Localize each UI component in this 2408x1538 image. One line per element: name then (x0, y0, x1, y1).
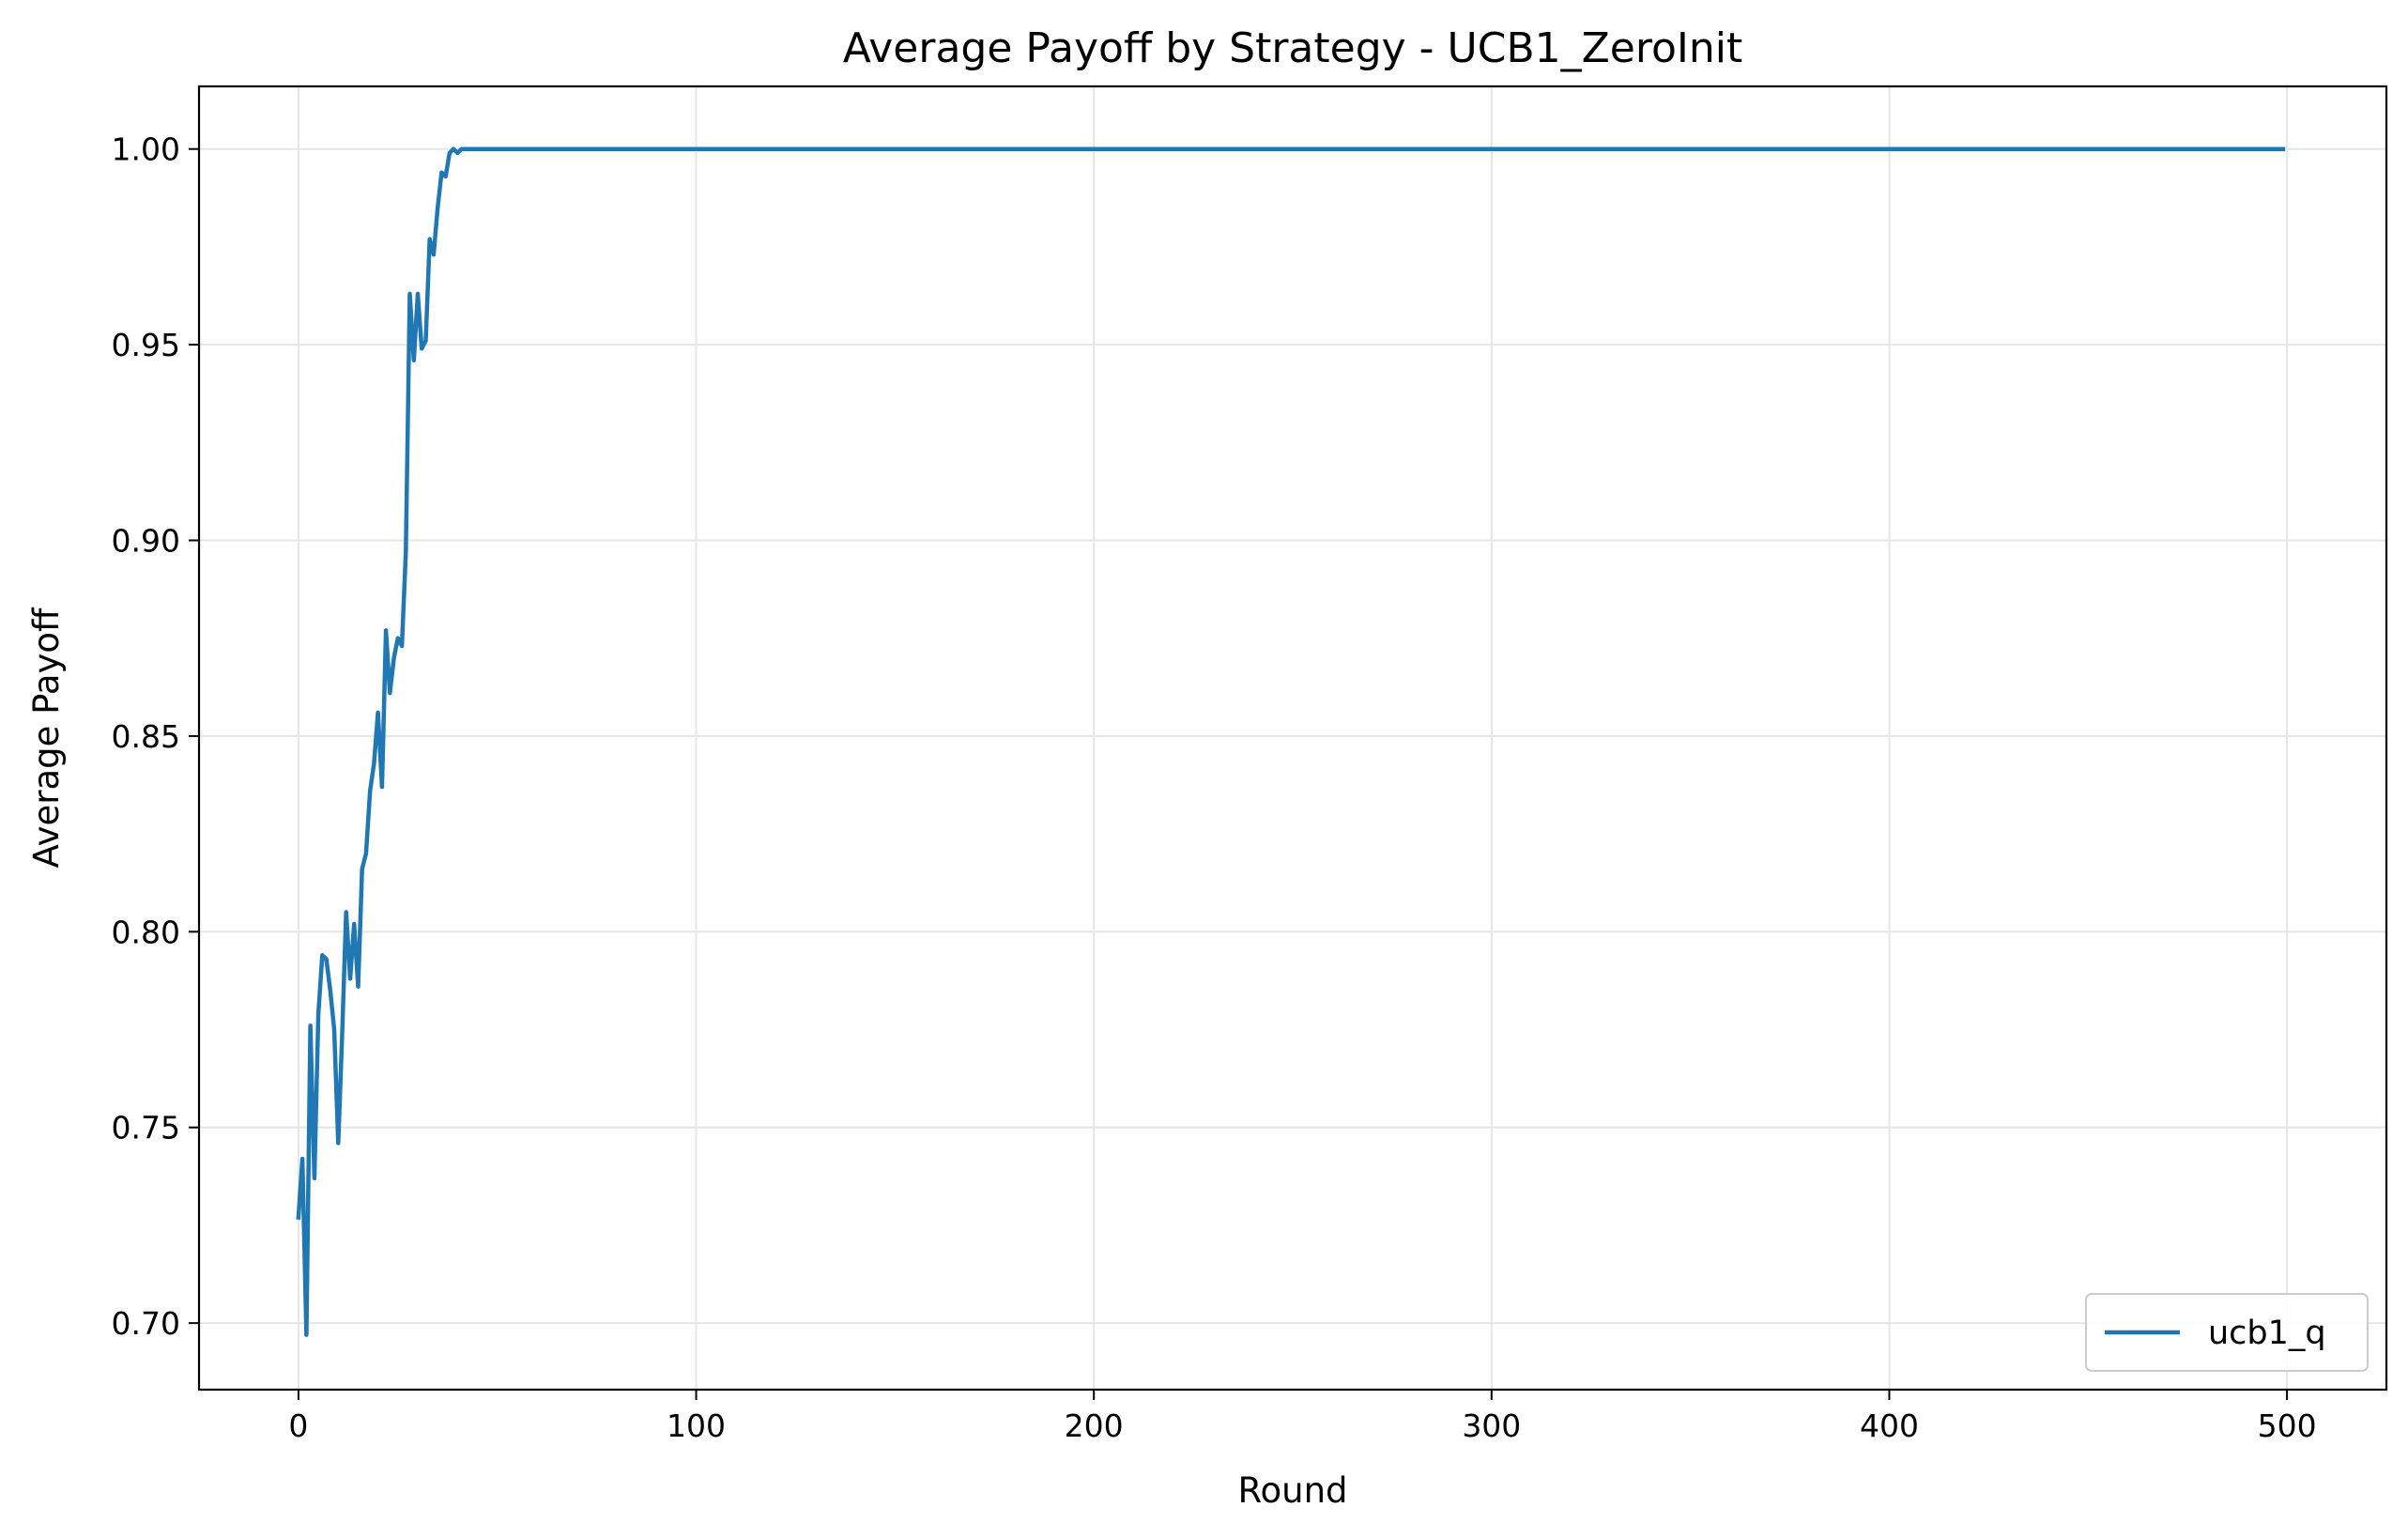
x-tick-label: 400 (1860, 1407, 1919, 1444)
x-axis-label: Round (1237, 1470, 1347, 1511)
y-tick-label: 0.80 (112, 914, 180, 950)
plot-frame (197, 85, 2388, 1392)
y-tick-label: 0.85 (112, 718, 180, 755)
y-tick-label: 0.75 (112, 1110, 180, 1146)
y-tick-label: 0.70 (112, 1305, 180, 1342)
y-axis-ticks: 0.70 0.75 0.80 0.85 0.90 0.95 1.00 (112, 131, 199, 1342)
x-axis-ticks: 0 100 200 300 400 500 (288, 1390, 2317, 1444)
x-tick-label: 300 (1462, 1407, 1521, 1444)
legend-box (2085, 1293, 2369, 1372)
x-tick-label: 500 (2258, 1407, 2317, 1444)
y-tick-label: 0.90 (112, 523, 180, 560)
chart-title: Average Payoff by Strategy - UCB1_ZeroIn… (843, 24, 1742, 72)
y-tick-label: 0.95 (112, 327, 180, 363)
y-axis-label: Average Payoff (26, 607, 67, 869)
legend: ucb1_q (2085, 1293, 2369, 1372)
series-line-ucb1_q (296, 146, 2286, 1337)
y-tick-label: 1.00 (112, 131, 180, 168)
legend-label: ucb1_q (2208, 1315, 2326, 1352)
x-tick-label: 200 (1065, 1407, 1124, 1444)
series-lines (296, 146, 2286, 1337)
x-tick-label: 0 (288, 1407, 308, 1444)
x-tick-label: 100 (667, 1407, 726, 1444)
